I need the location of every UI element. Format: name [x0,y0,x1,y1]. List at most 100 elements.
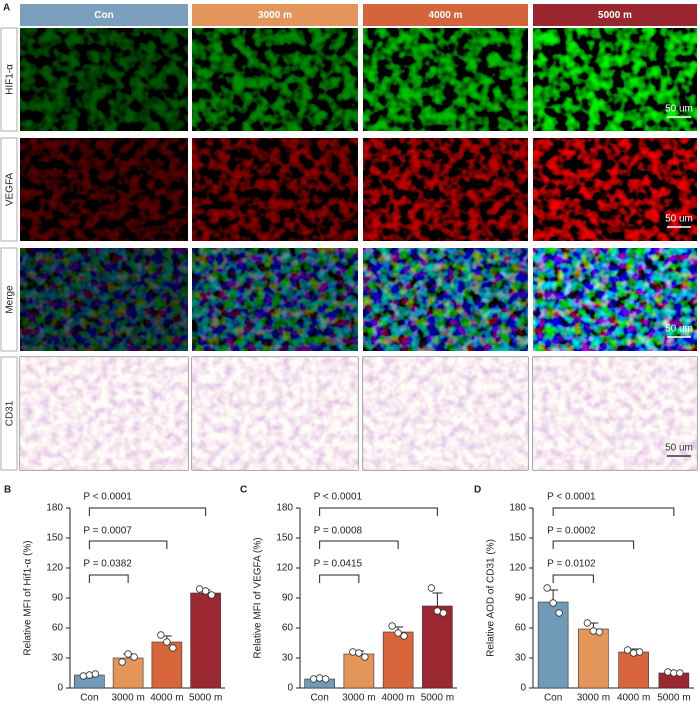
significance-bracket [319,574,360,583]
bar [618,651,649,689]
column-header-text: 3000 m [258,10,292,21]
data-point [355,649,363,657]
y-tick-label: 180 [276,503,293,514]
micrograph [533,138,697,241]
panel-label: A [3,3,10,14]
data-point [623,646,632,654]
y-tick-label: 0 [520,683,526,694]
data-point [676,669,684,677]
x-tick-label: 4000 m [617,693,650,704]
x-tick-label: Con [544,693,562,704]
data-point [207,591,216,599]
data-point [321,675,330,683]
row-label: VEGFA [5,173,16,207]
column-header [192,4,358,26]
bar [382,631,414,689]
data-point [349,648,357,656]
y-tick-label: 90 [515,593,527,604]
y-tick-label: 0 [57,683,63,694]
significance-bracket [552,540,635,549]
data-point [394,629,402,637]
x-tick-label: 4000 m [150,693,183,704]
bar [112,657,144,689]
data-point [629,649,638,657]
data-point [583,619,592,627]
p-value: P = 0.0002 [547,526,596,537]
column-header [363,4,528,26]
p-value: P = 0.0102 [547,559,596,570]
panel-label: B [4,485,11,496]
y-tick-label: 90 [52,593,64,604]
data-point [595,628,604,636]
data-point [549,599,557,607]
p-value: P < 0.0001 [83,492,132,503]
significance-bracket [88,574,129,583]
column-header-text: Con [94,10,113,21]
y-tick-label: 30 [52,653,64,664]
x-tick-label: Con [310,693,328,704]
data-point [439,609,448,617]
column-header [20,4,188,26]
y-tick-label: 60 [282,623,294,634]
data-point [664,668,672,676]
row-label-box [0,27,18,132]
row-label-box [0,356,18,471]
data-point [589,627,598,635]
p-value: P = 0.0415 [314,559,363,570]
x-tick-label: 3000 m [111,693,144,704]
x-tick-label: 3000 m [342,693,375,704]
row-label-box [0,137,18,242]
x-tick-label: Con [80,693,98,704]
micrograph [20,248,188,351]
row-label: CD31 [5,400,16,426]
micrograph [192,138,358,241]
y-tick-label: 150 [276,533,293,544]
micrograph [363,138,528,241]
data-point [433,607,442,615]
y-tick-label: 180 [509,503,526,514]
y-tick-label: 30 [515,653,527,664]
data-point [195,585,204,593]
row-label-box [0,247,18,352]
micrograph [363,357,528,470]
micrograph [363,28,528,131]
y-tick-label: 150 [46,533,63,544]
bar [422,605,453,689]
data-point [635,648,644,656]
column-header [533,4,697,26]
x-tick-label: 5000 m [189,693,222,704]
data-point [315,674,324,682]
y-tick-label: 60 [52,623,64,634]
row-label: Merge [5,285,16,314]
p-value: P = 0.0007 [83,526,132,537]
micrograph [533,357,697,470]
x-tick-label: 3000 m [577,693,610,704]
y-tick-label: 150 [509,533,526,544]
data-point [163,638,171,646]
y-axis-label: Relative MFI of VEGFA (%) [253,537,264,658]
data-point [85,671,94,679]
column-header-text: 4000 m [429,10,463,21]
y-tick-label: 30 [282,653,294,664]
data-point [201,587,210,595]
micrograph [192,28,358,131]
significance-bracket [319,540,399,549]
y-tick-label: 120 [509,563,526,574]
micrograph [363,248,528,351]
scale-bar-label: 50 um [665,214,693,225]
data-point [169,644,177,652]
p-value: P < 0.0001 [547,492,596,503]
data-point [124,650,132,658]
scale-bar-label: 50 um [665,324,693,335]
micrograph [20,28,188,131]
bar [151,641,183,689]
significance-bracket [88,540,168,549]
micrograph [192,248,358,351]
micrograph [533,28,697,131]
data-point [427,584,436,592]
x-tick-label: 4000 m [381,693,414,704]
data-point [361,653,369,661]
micrograph [192,357,358,470]
y-tick-label: 60 [515,623,527,634]
